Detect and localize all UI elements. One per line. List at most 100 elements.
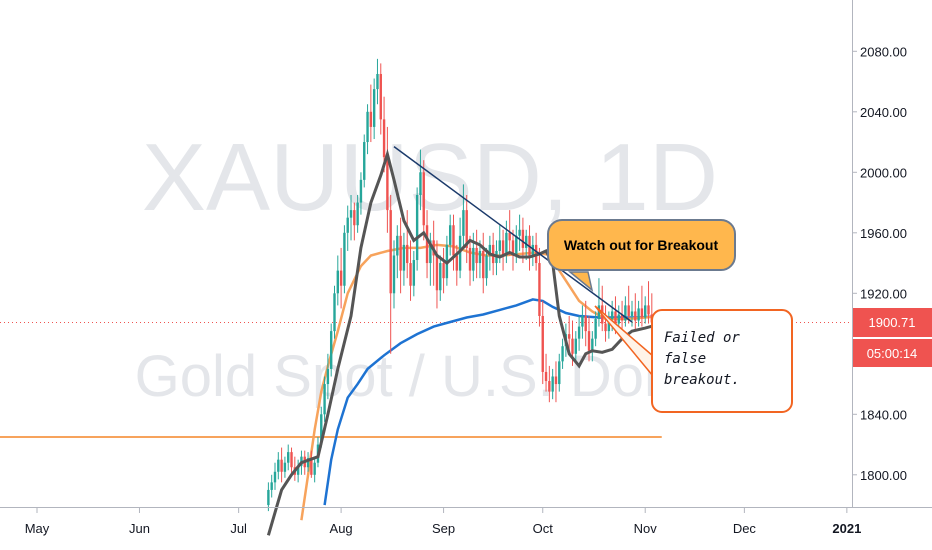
y-tick-label: 1800.00 [860, 468, 907, 483]
candle-body [604, 323, 607, 332]
x-tick-label: Aug [330, 521, 353, 536]
candle [554, 361, 558, 403]
candle-body [422, 172, 425, 226]
candle-body [561, 346, 564, 362]
candle-body [620, 314, 624, 321]
x-tick-label: Jul [230, 521, 247, 536]
candle [475, 229, 478, 279]
candle-body [382, 119, 386, 158]
candle-body [399, 235, 402, 271]
candle [485, 247, 488, 286]
candle-body [320, 414, 323, 445]
candle-body [610, 311, 614, 320]
callout-failed-line-1: Failed or [664, 330, 740, 346]
y-tick-label: 2040.00 [860, 105, 907, 120]
candle [634, 293, 637, 332]
candle-body [290, 452, 293, 468]
candle [435, 240, 439, 309]
candle [458, 217, 462, 279]
candle-body [402, 244, 406, 271]
x-tick-label: Nov [634, 521, 658, 536]
candle [448, 214, 452, 256]
candle [343, 225, 346, 294]
candle-body [521, 229, 525, 248]
candle [280, 447, 283, 483]
candle [306, 452, 310, 472]
price-axis[interactable]: 1800.001840.001880.001920.001960.002000.… [852, 44, 907, 483]
candle-body [339, 270, 343, 286]
candle-body [412, 260, 416, 286]
x-tick-label: Sep [432, 521, 455, 536]
callout-failed-box [651, 309, 793, 413]
candle [630, 300, 634, 327]
candle [465, 194, 468, 264]
candle-body [435, 255, 439, 291]
candle-body [627, 305, 630, 316]
callout-failed-line-3: breakout. [664, 372, 740, 388]
candle [409, 240, 412, 301]
y-tick-label: 2000.00 [860, 165, 907, 180]
candle-body [273, 471, 277, 483]
candle [521, 217, 525, 264]
candle [396, 225, 399, 279]
callout-failed-line-2: false [664, 351, 706, 367]
candle-body [366, 111, 369, 143]
time-axis[interactable]: May Jun Jul Aug Sep Oct Nov Dec 2021 [25, 508, 862, 536]
trendline[interactable] [393, 145, 633, 323]
candle-body [267, 489, 270, 506]
candle [607, 311, 611, 339]
candle [419, 149, 422, 211]
countdown-label: 05:00:14 [867, 346, 918, 361]
candle [647, 281, 650, 324]
candle-body [409, 263, 412, 286]
candle-body [455, 255, 458, 271]
candle-body [558, 361, 561, 385]
candle-body [306, 458, 310, 468]
candle-body [296, 465, 300, 475]
candle-body [548, 381, 551, 392]
candle [399, 217, 402, 294]
candle [584, 300, 587, 347]
candle-body [363, 142, 366, 180]
candle [283, 456, 287, 478]
candle [442, 247, 445, 294]
candle [501, 229, 505, 271]
candle [356, 194, 359, 233]
x-tick-label: Dec [733, 521, 757, 536]
y-tick-label: 2080.00 [860, 44, 907, 59]
candle-body [571, 338, 574, 354]
ma-fast-line [266, 148, 663, 536]
candle-body [551, 376, 554, 392]
candle [267, 482, 270, 512]
candle [353, 202, 356, 241]
candle [567, 315, 571, 354]
candle [518, 214, 521, 251]
candle-body [465, 210, 468, 248]
callout-breakout[interactable]: Watch out for Breakout [547, 219, 736, 292]
candle-body [283, 462, 287, 472]
candle-body [369, 111, 373, 127]
descending-trendline[interactable] [393, 145, 633, 323]
candle-body [376, 73, 379, 90]
candle-body [310, 458, 313, 475]
candle [452, 214, 455, 271]
candle [310, 450, 313, 478]
candle-body [515, 235, 518, 256]
callout-failed[interactable]: Failed or false breakout. [594, 305, 793, 413]
candle-body [326, 368, 330, 385]
symbol-watermark: XAUUSD, 1D [142, 124, 718, 231]
candle [541, 300, 544, 385]
candle [551, 368, 554, 400]
candle-body [518, 229, 521, 236]
candle-body [554, 376, 558, 385]
candle-body [591, 338, 594, 351]
candle-body [544, 371, 548, 382]
candle-body [458, 235, 462, 271]
candle [627, 285, 630, 324]
candle-body [508, 232, 511, 241]
candle-body [329, 331, 333, 369]
candle [339, 247, 343, 309]
candle-body [439, 263, 442, 291]
